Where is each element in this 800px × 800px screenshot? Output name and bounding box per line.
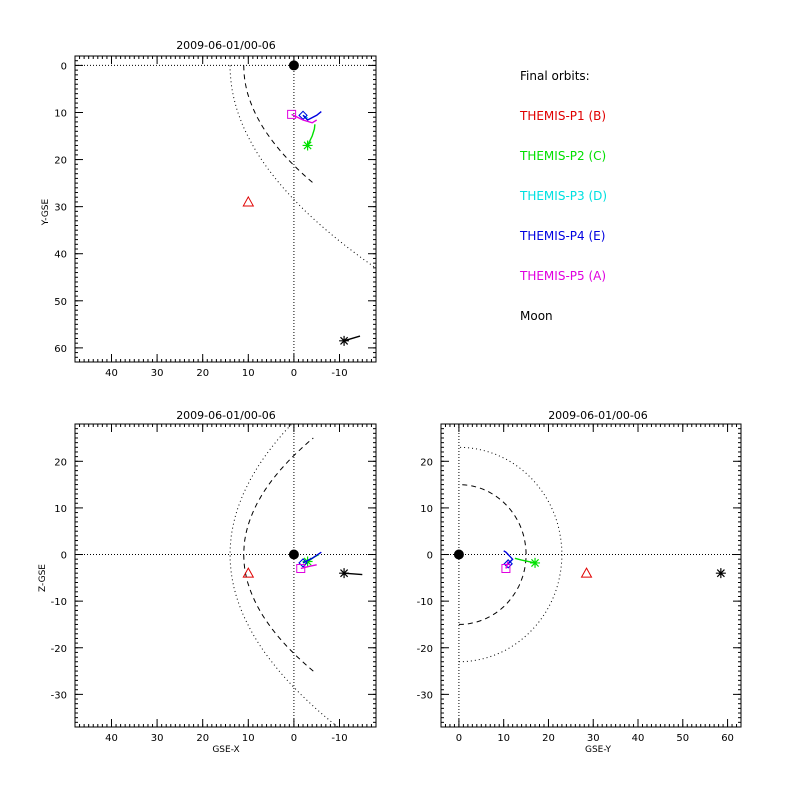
y-tick-label: -20	[417, 644, 433, 655]
y-tick-label: -20	[51, 644, 67, 655]
x-tick-label: 10	[497, 733, 510, 744]
panel-xy: 40 30 20 10 0 -10 0 10 20 30 40 50 60	[54, 55, 377, 379]
orbit-track-moon	[343, 335, 361, 342]
y-tick-label: 0	[61, 551, 67, 562]
x-tick-label: 0	[291, 733, 297, 744]
orbit-track-themis-p2-c	[306, 124, 316, 146]
x-tick-label: 40	[105, 733, 118, 744]
x-tick-label: -10	[331, 733, 347, 744]
x-tick-label: 0	[456, 733, 462, 744]
marker-themis-p1-b	[242, 195, 255, 207]
y-tick-label: 40	[54, 250, 67, 261]
y-tick-label: -10	[51, 597, 67, 608]
x-tick-label: 40	[105, 368, 118, 379]
legend-item-p2: THEMIS-P2 (C)	[519, 149, 606, 163]
magnetopause-curve	[243, 65, 314, 184]
x-tick-label: 30	[151, 368, 164, 379]
panel-xy-plot-area	[75, 56, 376, 362]
x-tick-label: 10	[242, 733, 255, 744]
y-tick-label: 30	[54, 203, 67, 214]
marker-themis-p2-c	[302, 556, 313, 567]
x-tick-label: 20	[196, 368, 209, 379]
y-tick-label: 10	[420, 504, 433, 515]
marker-moon	[339, 568, 350, 579]
magnetopause-curve	[458, 484, 527, 625]
y-tick-label: 50	[54, 297, 67, 308]
x-tick-label: 10	[242, 368, 255, 379]
x-tick-label: 0	[291, 368, 297, 379]
panel-yz: 0 10 20 30 40 50 60 20 10 0 -10 -20 -30	[417, 423, 742, 744]
y-tick-label: 0	[61, 61, 67, 72]
legend-item-p4: THEMIS-P4 (E)	[519, 229, 605, 243]
y-tick-label: -10	[417, 597, 433, 608]
x-tick-label: 30	[587, 733, 600, 744]
y-tick-label: -30	[417, 690, 433, 701]
legend-item-p5: THEMIS-P5 (A)	[519, 269, 606, 283]
panel-xy-ylabel: Y-GSE	[41, 199, 51, 227]
y-tick-label: 0	[427, 551, 433, 562]
legend-item-p3: THEMIS-P3 (D)	[519, 189, 607, 203]
y-tick-label: 10	[54, 504, 67, 515]
panel-xz: 40 30 20 10 0 -10 20 10 0 -10 -20 -30	[51, 423, 377, 744]
x-tick-label: 20	[542, 733, 555, 744]
marker-themis-p1-b	[580, 567, 593, 578]
x-tick-label: 30	[151, 733, 164, 744]
y-tick-label: 60	[54, 344, 67, 355]
y-tick-label: 20	[420, 457, 433, 468]
panel-xz-title: 2009-06-01/00-06	[176, 409, 276, 422]
marker-themis-p5-a	[287, 109, 297, 119]
x-tick-label: 20	[196, 733, 209, 744]
marker-earth	[288, 60, 299, 71]
orbit-track-themis-p5-a	[291, 113, 318, 124]
orbit-track-themis-p5-a	[300, 564, 317, 570]
marker-earth	[288, 549, 299, 560]
marker-moon	[339, 335, 350, 346]
panel-yz-title: 2009-06-01/00-06	[548, 409, 648, 422]
bow-shock-curve	[229, 424, 339, 727]
legend-title: Final orbits:	[520, 69, 590, 83]
orbit-track-themis-p2-c	[514, 557, 536, 564]
marker-themis-p5-a	[296, 564, 306, 574]
panel-yz-xlabel: GSE-Y	[585, 745, 612, 755]
marker-themis-p2-c	[530, 557, 541, 568]
marker-moon	[715, 568, 726, 579]
x-tick-label: 50	[676, 733, 689, 744]
marker-themis-p4-e	[298, 558, 308, 568]
panel-xy-title: 2009-06-01/00-06	[176, 39, 276, 52]
x-tick-label: -10	[331, 368, 347, 379]
y-tick-label: 20	[54, 156, 67, 167]
marker-themis-p5-a	[501, 564, 511, 574]
marker-earth	[453, 549, 464, 560]
panel-frame	[440, 423, 742, 728]
magnetopause-curve	[243, 437, 314, 672]
x-tick-label: 40	[632, 733, 645, 744]
panel-xz-plot-area	[75, 424, 376, 727]
x-tick-label: 60	[721, 733, 734, 744]
marker-themis-p4-e	[503, 559, 513, 569]
panel-xz-ylabel: Z-GSE	[38, 564, 48, 592]
marker-themis-p2-c	[302, 140, 313, 151]
bow-shock-curve	[458, 446, 563, 663]
y-tick-label: -30	[51, 690, 67, 701]
plot-panels: 40 30 20 10 0 -10 0 10 20 30 40 50 60 40 30 20 10 0 -10 20 1…	[51, 55, 742, 744]
marker-themis-p1-b	[242, 567, 255, 578]
y-tick-label: 20	[54, 457, 67, 468]
panel-xz-xlabel: GSE-X	[212, 745, 239, 755]
panel-yz-plot-area	[441, 424, 741, 727]
legend: Final orbits: THEMIS-P1 (B) THEMIS-P2 (C…	[519, 69, 607, 323]
legend-item-moon: Moon	[520, 309, 553, 323]
legend-item-p1: THEMIS-P1 (B)	[519, 109, 606, 123]
y-tick-label: 10	[54, 108, 67, 119]
